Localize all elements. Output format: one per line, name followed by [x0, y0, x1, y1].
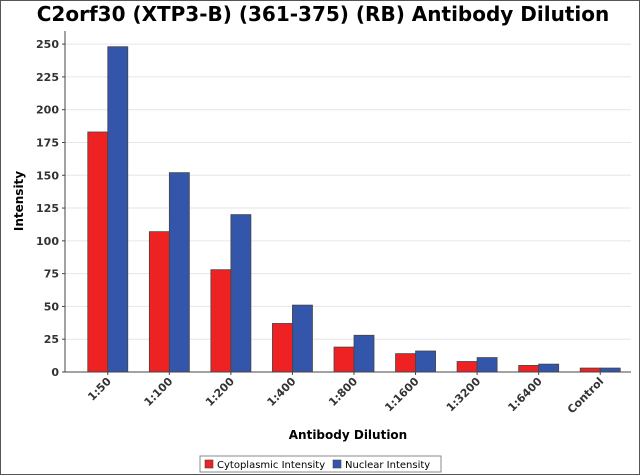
y-axis-label: Intensity [12, 171, 26, 231]
legend-swatch-nuclear [332, 459, 342, 469]
bar-cytoplasmic-3 [272, 323, 293, 373]
y-tick-label: 100 [36, 235, 59, 248]
bar-nuclear-1 [168, 172, 190, 373]
bar-nuclear-4 [353, 334, 375, 373]
bar-nuclear-0 [107, 46, 129, 373]
axes [64, 31, 631, 373]
bar-cytoplasmic-5 [395, 353, 416, 373]
bar-cytoplasmic-8 [579, 367, 601, 373]
bar-nuclear-8 [599, 367, 621, 373]
bar-cytoplasmic-4 [333, 346, 355, 373]
x-tick-label: 1:3200 [444, 375, 484, 415]
y-tick-label: 50 [44, 300, 60, 313]
x-tick-labels: 1:50 1:100 1:200 1:400 1:800 1:1600 1:3200 1:64… [85, 372, 606, 416]
bar-nuclear-6 [476, 357, 498, 373]
legend-box [199, 455, 442, 473]
y-tick-labels: 0 25 50 75 100 125 150 175 200 225 250 [36, 38, 65, 379]
y-tick-label: 75 [44, 268, 59, 281]
bar-cytoplasmic-7 [518, 365, 540, 373]
y-tick-label: 125 [36, 202, 59, 215]
legend: Cytoplasmic Intensity Nuclear Intensity [199, 455, 442, 473]
legend-swatch-cytoplasmic [204, 459, 214, 469]
bar-cytoplasmic-2 [210, 269, 232, 373]
x-axis-label: Antibody Dilution [289, 428, 407, 442]
y-tick-label: 25 [44, 333, 59, 346]
x-tick-label: 1:800 [326, 375, 360, 409]
bar-cytoplasmic-6 [456, 361, 478, 373]
y-tick-label: 200 [36, 104, 59, 117]
x-tick-label: 1:1600 [382, 375, 422, 415]
y-tick-label: 175 [36, 136, 59, 149]
bar-nuclear-3 [292, 304, 313, 373]
legend-label-cytoplasmic: Cytoplasmic Intensity [217, 460, 325, 471]
y-tick-label: 150 [36, 169, 59, 182]
x-tick-label: 1:100 [142, 375, 176, 409]
x-tick-label: Control [565, 375, 606, 416]
x-tick-label: 1:400 [265, 375, 299, 409]
y-tick-label: 225 [36, 71, 59, 84]
legend-label-nuclear: Nuclear Intensity [345, 460, 430, 471]
bar-cytoplasmic-1 [148, 231, 170, 373]
y-tick-label: 0 [51, 366, 59, 379]
bar-nuclear-5 [415, 350, 436, 373]
x-tick-label: 1:200 [203, 375, 237, 409]
bars [87, 46, 621, 373]
y-tick-label: 250 [36, 38, 59, 51]
x-tick-label: 1:50 [85, 375, 114, 404]
chart-title: C2orf30 (XTP3-B) (361-375) (RB) Antibody… [37, 2, 610, 26]
x-tick-label: 1:6400 [505, 375, 545, 415]
bar-nuclear-2 [230, 214, 252, 373]
bar-cytoplasmic-0 [87, 131, 109, 373]
bar-nuclear-7 [538, 363, 560, 373]
